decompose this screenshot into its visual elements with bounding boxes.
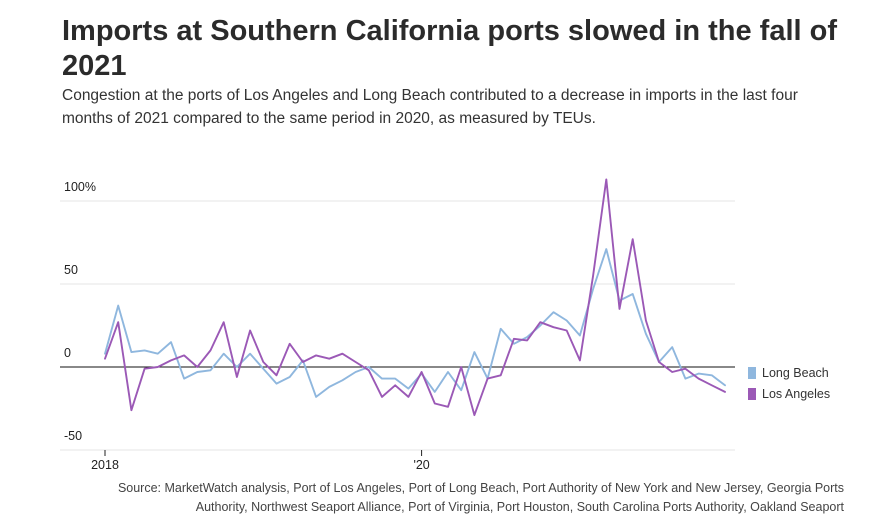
chart-subtitle: Congestion at the ports of Los Angeles a… bbox=[62, 87, 798, 127]
legend: Long Beach Los Angeles bbox=[748, 366, 830, 401]
legend-label-long-beach: Long Beach bbox=[762, 366, 829, 380]
legend-swatch-long-beach bbox=[748, 367, 756, 379]
legend-label-los-angeles: Los Angeles bbox=[762, 387, 830, 401]
series-line-los-angeles bbox=[104, 178, 726, 417]
x-tick-label: '20 bbox=[413, 458, 429, 470]
y-tick-label: 100% bbox=[64, 180, 96, 194]
series-layer bbox=[104, 178, 726, 417]
legend-swatch-los-angeles bbox=[748, 388, 756, 400]
line-chart: 100% 50 0 -50 2018 '20 Long Beach Los Angeles bbox=[60, 178, 830, 470]
y-tick-label: 0 bbox=[64, 346, 71, 360]
x-axis: 2018 '20 bbox=[91, 450, 430, 470]
y-tick-label: 50 bbox=[64, 263, 78, 277]
y-axis: 100% 50 0 -50 bbox=[64, 180, 96, 443]
grid-layer bbox=[60, 200, 735, 451]
y-tick-label: -50 bbox=[64, 429, 82, 443]
source-note: Source: MarketWatch analysis, Port of Lo… bbox=[117, 481, 844, 514]
x-tick-label: 2018 bbox=[91, 458, 119, 470]
chart-title: Imports at Southern California ports slo… bbox=[62, 15, 837, 82]
series-line-long-beach bbox=[104, 248, 726, 398]
